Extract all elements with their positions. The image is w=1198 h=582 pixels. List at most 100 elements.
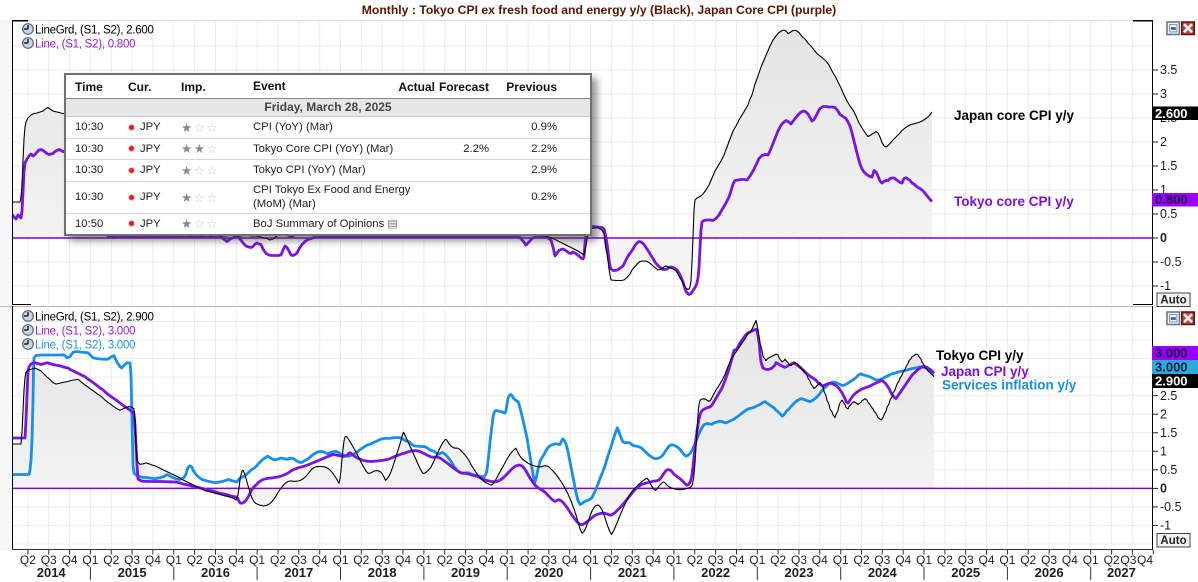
svg-text:Q1: Q1: [416, 553, 432, 567]
svg-text:Q4: Q4: [562, 553, 578, 567]
svg-text:Q1: Q1: [749, 553, 765, 567]
svg-text:0: 0: [1160, 482, 1167, 496]
svg-text:Q1: Q1: [332, 553, 348, 567]
svg-text:Q4: Q4: [312, 553, 328, 567]
svg-text:Q2: Q2: [353, 553, 369, 567]
svg-text:2.900: 2.900: [1155, 374, 1188, 389]
svg-text:Q3: Q3: [124, 553, 140, 567]
svg-text:-1: -1: [1160, 279, 1171, 293]
svg-text:1: 1: [1160, 445, 1167, 459]
svg-text:Line, (S1, S2), 3.000: Line, (S1, S2), 3.000: [35, 326, 135, 338]
svg-text:Q1: Q1: [583, 553, 599, 567]
svg-text:Q3: Q3: [1041, 553, 1057, 567]
svg-text:Q2: Q2: [1104, 553, 1120, 567]
svg-text:Q3: Q3: [874, 553, 890, 567]
svg-text:Q1: Q1: [916, 553, 932, 567]
svg-text:-0.5: -0.5: [1160, 255, 1182, 269]
svg-text:Q1: Q1: [499, 553, 515, 567]
svg-text:2021: 2021: [618, 565, 647, 580]
svg-text:1.5: 1.5: [1160, 159, 1177, 173]
svg-text:Q4: Q4: [812, 553, 828, 567]
svg-text:Auto: Auto: [1160, 295, 1186, 307]
svg-text:-0.5: -0.5: [1160, 500, 1182, 514]
svg-text:Tokyo core CPI y/y: Tokyo core CPI y/y: [954, 194, 1074, 209]
svg-text:2: 2: [1160, 407, 1167, 421]
svg-text:Q2: Q2: [603, 553, 619, 567]
svg-text:2017: 2017: [284, 565, 313, 580]
svg-text:Q2: Q2: [20, 553, 36, 567]
svg-text:Q4: Q4: [62, 553, 78, 567]
svg-text:Q2: Q2: [1020, 553, 1036, 567]
svg-text:Q2: Q2: [770, 553, 786, 567]
svg-text:Tokyo CPI y/y: Tokyo CPI y/y: [936, 348, 1024, 363]
svg-text:Q4: Q4: [1137, 553, 1153, 567]
svg-text:2: 2: [1160, 135, 1167, 149]
svg-text:0.5: 0.5: [1160, 207, 1177, 221]
svg-text:Q1: Q1: [666, 553, 682, 567]
svg-text:Q2: Q2: [103, 553, 119, 567]
svg-text:Q3: Q3: [708, 553, 724, 567]
svg-text:3.5: 3.5: [1160, 63, 1177, 77]
svg-text:Q3: Q3: [41, 553, 57, 567]
svg-text:2019: 2019: [451, 565, 480, 580]
svg-text:LineGrd, (S1, S2), 2.900: LineGrd, (S1, S2), 2.900: [35, 312, 154, 324]
svg-text:0.5: 0.5: [1160, 463, 1177, 477]
svg-text:Q4: Q4: [645, 553, 661, 567]
svg-text:Japan core CPI y/y: Japan core CPI y/y: [954, 108, 1075, 123]
svg-text:Services inflation y/y: Services inflation y/y: [942, 378, 1077, 393]
svg-text:2.5: 2.5: [1160, 389, 1177, 403]
svg-text:-1: -1: [1160, 519, 1171, 533]
svg-text:Q1: Q1: [999, 553, 1015, 567]
svg-text:Q2: Q2: [187, 553, 203, 567]
svg-text:Q2: Q2: [270, 553, 286, 567]
svg-text:Q4: Q4: [228, 553, 244, 567]
svg-text:2027: 2027: [1107, 565, 1136, 580]
svg-text:Q4: Q4: [395, 553, 411, 567]
svg-text:2024: 2024: [868, 565, 898, 580]
svg-text:1.5: 1.5: [1160, 426, 1177, 440]
svg-text:Q4: Q4: [728, 553, 744, 567]
svg-text:Q3: Q3: [624, 553, 640, 567]
svg-text:LineGrd, (S1, S2), 2.600: LineGrd, (S1, S2), 2.600: [35, 25, 154, 37]
svg-text:2026: 2026: [1035, 565, 1064, 580]
svg-text:Q4: Q4: [145, 553, 161, 567]
svg-text:Q2: Q2: [437, 553, 453, 567]
svg-text:1: 1: [1160, 183, 1167, 197]
svg-text:Q2: Q2: [520, 553, 536, 567]
svg-text:Q3: Q3: [291, 553, 307, 567]
svg-text:2.600: 2.600: [1155, 106, 1188, 121]
svg-text:2018: 2018: [368, 565, 397, 580]
svg-text:Q1: Q1: [833, 553, 849, 567]
svg-text:3: 3: [1160, 87, 1167, 101]
svg-text:2025: 2025: [951, 565, 980, 580]
svg-text:Q1: Q1: [166, 553, 182, 567]
svg-text:2022: 2022: [701, 565, 730, 580]
svg-text:3.000: 3.000: [1155, 360, 1188, 375]
svg-text:2016: 2016: [201, 565, 230, 580]
svg-text:Q1: Q1: [1083, 553, 1099, 567]
svg-text:Q4: Q4: [978, 553, 994, 567]
svg-text:Q3: Q3: [541, 553, 557, 567]
svg-text:Q4: Q4: [1062, 553, 1078, 567]
svg-text:Q3: Q3: [374, 553, 390, 567]
svg-text:2014: 2014: [37, 565, 67, 580]
svg-text:Q2: Q2: [853, 553, 869, 567]
svg-text:Q1: Q1: [82, 553, 98, 567]
svg-text:0: 0: [1160, 231, 1167, 245]
svg-text:2015: 2015: [118, 565, 147, 580]
svg-text:Q3: Q3: [457, 553, 473, 567]
svg-text:Q1: Q1: [249, 553, 265, 567]
svg-text:2020: 2020: [534, 565, 563, 580]
svg-text:Line, (S1, S2), 0.800: Line, (S1, S2), 0.800: [35, 39, 135, 51]
svg-text:Q3: Q3: [207, 553, 223, 567]
svg-text:Q3: Q3: [791, 553, 807, 567]
svg-text:Q4: Q4: [478, 553, 494, 567]
svg-text:Q3: Q3: [958, 553, 974, 567]
svg-text:Japan CPI y/y: Japan CPI y/y: [941, 364, 1029, 379]
svg-text:Line, (S1, S2), 3.000: Line, (S1, S2), 3.000: [35, 340, 135, 352]
svg-text:2023: 2023: [785, 565, 814, 580]
svg-text:Auto: Auto: [1160, 535, 1186, 547]
svg-text:Monthly : Tokyo CPI ex fresh f: Monthly : Tokyo CPI ex fresh food and en…: [362, 3, 837, 17]
svg-text:Q2: Q2: [937, 553, 953, 567]
svg-text:3.000: 3.000: [1155, 346, 1188, 361]
